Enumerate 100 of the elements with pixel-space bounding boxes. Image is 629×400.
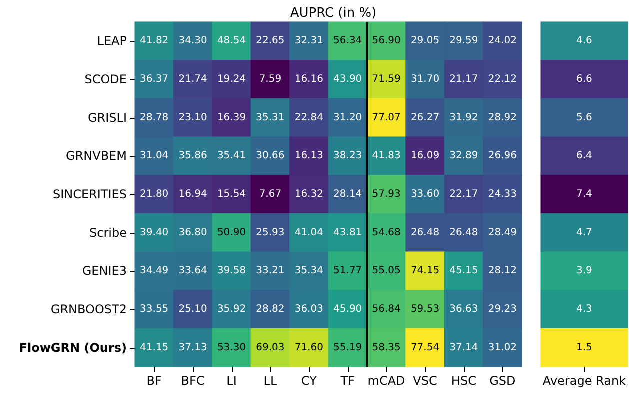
data-label: 36.37 [140,74,169,85]
data-label: 16.16 [294,74,324,85]
data-label: 54.68 [372,227,401,238]
data-label: 32.31 [294,36,324,47]
data-label: 24.02 [488,36,517,47]
data-label: 1.5 [576,342,592,354]
y-tick-label: GENIE3 [82,264,127,278]
data-label: 36.03 [294,304,324,315]
data-label: 21.17 [450,74,478,85]
data-label: 36.63 [450,304,478,315]
data-label: 58.35 [372,342,401,354]
data-label: 77.07 [372,112,401,124]
data-label: 25.93 [256,227,285,238]
data-label: 37.13 [178,342,208,354]
data-label: 41.83 [372,150,401,162]
data-label: 19.24 [217,74,246,85]
x-tick-label: LI [226,374,237,388]
x-tick-label: BF [146,374,162,388]
data-label: 28.14 [334,189,362,200]
y-tick-label: GRISLI [88,110,127,125]
data-label: 33.64 [178,266,208,277]
y-tick-label: GRNBOOST2 [50,302,127,316]
y-tick-label: LEAP [97,34,127,48]
data-label: 37.14 [450,342,478,354]
data-label: 16.94 [178,189,208,200]
data-label: 26.27 [410,112,440,124]
data-label: 39.40 [140,227,169,238]
data-label: 16.09 [410,150,440,162]
data-label: 29.05 [410,36,440,47]
data-label: 35.92 [217,304,246,315]
data-label: 16.13 [294,150,324,162]
data-label: 4.6 [576,36,592,47]
data-label: 56.34 [334,36,362,47]
data-label: 31.70 [410,74,440,85]
data-label: 43.81 [334,227,362,238]
data-label: 36.80 [178,227,208,238]
data-label: 41.15 [140,342,169,354]
data-label: 35.31 [256,112,285,124]
data-label: 41.82 [140,36,169,47]
data-label: 23.10 [178,112,208,124]
data-label: 33.55 [140,304,169,315]
data-label: 30.66 [256,150,285,162]
x-tick-label: LL [264,374,278,388]
x-tick-label: Average Rank [542,374,626,388]
data-label: 5.6 [576,112,592,124]
data-label: 21.74 [178,74,208,85]
data-label: 33.60 [410,189,440,200]
data-label: 4.3 [576,304,592,315]
data-label: 45.90 [334,304,362,315]
data-label: 53.30 [217,342,246,354]
y-tick-label: SCODE [84,72,127,86]
data-label: 48.54 [217,36,246,47]
data-label: 4.7 [576,227,592,238]
x-tick-label: CY [301,374,318,388]
data-label: 45.15 [450,266,478,277]
x-tick-label: mCAD [368,374,406,388]
data-label: 56.84 [372,304,401,315]
data-label: 50.90 [217,227,246,238]
data-label: 22.12 [488,74,517,85]
data-label: 41.04 [294,227,324,238]
data-label: 39.58 [217,266,246,277]
data-label: 22.65 [256,36,285,47]
x-tick-label: HSC [451,374,476,388]
data-label: 28.92 [488,112,517,124]
data-label: 31.92 [450,112,478,124]
data-label: 35.86 [178,150,208,162]
data-label: 7.67 [259,189,282,200]
data-label: 34.30 [178,36,208,47]
data-label: 28.78 [140,112,169,124]
data-label: 29.59 [450,36,478,47]
data-label: 28.12 [488,266,517,277]
data-label: 34.49 [140,266,169,277]
x-tick-label: VSC [413,374,438,388]
y-tick-label: FlowGRN (Ours) [19,340,127,355]
data-label: 3.9 [576,266,592,277]
data-label: 71.60 [294,342,324,354]
data-label: 31.02 [488,342,517,354]
x-tick-label: GSD [490,374,516,388]
data-label: 24.33 [488,189,517,200]
data-label: 16.39 [217,112,246,124]
data-label: 69.03 [256,342,285,354]
data-label: 38.23 [334,150,362,162]
data-label: 71.59 [372,74,401,85]
data-label: 22.17 [450,189,478,200]
x-tick-label: BFC [181,374,205,388]
data-label: 32.89 [450,150,478,162]
data-label: 55.05 [372,266,401,277]
data-label: 51.77 [334,266,362,277]
data-label: 55.19 [334,342,362,354]
data-label: 26.48 [410,227,440,238]
x-tick-label: TF [340,374,356,388]
data-label: 15.54 [217,189,246,200]
data-label: 74.15 [410,266,440,277]
chart-title: AUPRC (in %) [290,6,377,21]
data-label: 31.04 [140,150,169,162]
data-label: 35.41 [217,150,246,162]
data-label: 25.10 [178,304,208,315]
data-label: 35.34 [294,266,324,277]
data-label: 26.96 [488,150,517,162]
data-label: 43.90 [334,74,362,85]
